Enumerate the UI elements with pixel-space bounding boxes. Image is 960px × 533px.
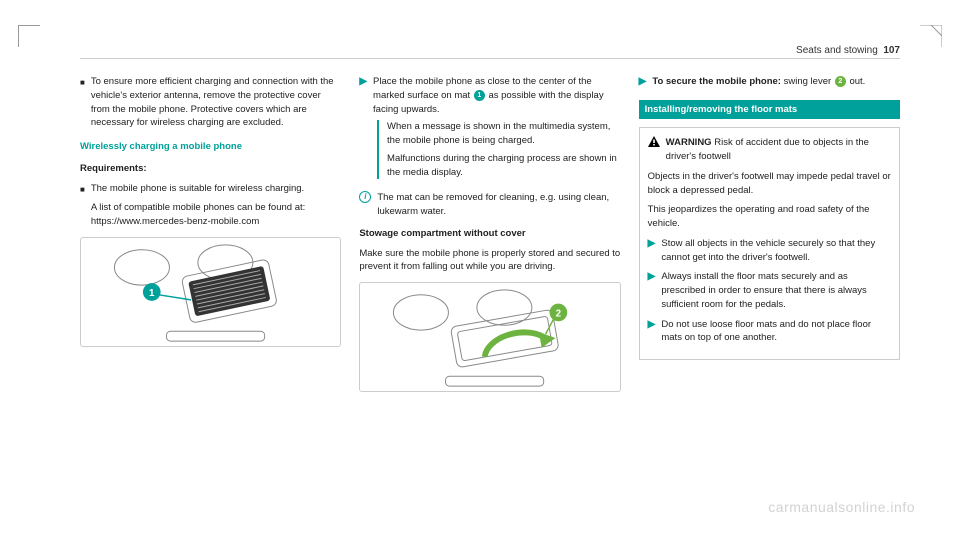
arrow-item: ▶ To secure the mobile phone: swing leve…: [639, 75, 900, 90]
svg-text:1: 1: [149, 288, 155, 299]
step-bold: To secure the mobile phone:: [652, 76, 781, 87]
arrow-icon: ▶: [648, 237, 656, 265]
bullet-text: To ensure more efficient charging and co…: [91, 75, 341, 130]
figure-charging-mat: 1: [80, 237, 341, 347]
column-2: ▶ Place the mobile phone as close to the…: [359, 75, 620, 392]
warn-bullet: Always install the floor mats securely a…: [661, 270, 891, 311]
note-body: When a message is shown in the multimedi…: [387, 120, 621, 179]
warning-p1: Objects in the driver's footwell may imp…: [648, 170, 891, 198]
arrow-body: To secure the mobile phone: swing lever …: [652, 75, 865, 90]
green-line: [377, 120, 379, 179]
req-text-1: The mobile phone is suitable for wireles…: [91, 182, 341, 196]
arrow-icon: ▶: [648, 318, 656, 346]
section-heading: Wirelessly charging a mobile phone: [80, 140, 341, 154]
sub-heading: Stowage compartment without cover: [359, 227, 620, 241]
sub-text: Make sure the mobile phone is properly s…: [359, 247, 620, 275]
column-3: ▶ To secure the mobile phone: swing leve…: [639, 75, 900, 392]
arrow-icon: ▶: [648, 270, 656, 311]
figure-stowage-lever: 2: [359, 282, 620, 392]
info-icon: i: [359, 191, 371, 203]
warn-bullet: Do not use loose floor mats and do not p…: [661, 318, 891, 346]
header-rule: [80, 58, 900, 59]
warning-header: WARNING Risk of accident due to objects …: [648, 136, 891, 164]
bullet-item: ■ The mobile phone is suitable for wirel…: [80, 182, 341, 229]
svg-text:2: 2: [556, 309, 562, 320]
note-block: When a message is shown in the multimedi…: [373, 120, 621, 179]
warning-box: WARNING Risk of accident due to objects …: [639, 127, 900, 360]
arrow-item: ▶ Stow all objects in the vehicle secure…: [648, 237, 891, 265]
warning-icon: [648, 136, 660, 147]
bullet-mark: ■: [80, 184, 85, 229]
note-text: When a message is shown in the multimedi…: [387, 120, 621, 148]
arrow-item: ▶ Place the mobile phone as close to the…: [359, 75, 620, 185]
arrow-item: ▶ Do not use loose floor mats and do not…: [648, 318, 891, 346]
arrow-body: Place the mobile phone as close to the c…: [373, 75, 621, 185]
info-item: i The mat can be removed for cleaning, e…: [359, 191, 620, 219]
watermark: carmanualsonline.info: [768, 499, 915, 515]
page-number: 107: [883, 45, 900, 56]
warn-bullet: Stow all objects in the vehicle securely…: [661, 237, 891, 265]
warning-label: WARNING: [666, 137, 712, 148]
corner-mark-left: [18, 25, 40, 47]
column-1: ■ To ensure more efficient charging and …: [80, 75, 341, 392]
step-text: swing lever: [784, 76, 832, 87]
bullet-mark: ■: [80, 77, 85, 130]
section-banner: Installing/removing the floor mats: [639, 100, 900, 120]
corner-mark-right: [920, 25, 942, 47]
arrow-item: ▶ Always install the floor mats securely…: [648, 270, 891, 311]
arrow-icon: ▶: [359, 75, 367, 185]
bullet-body: The mobile phone is suitable for wireles…: [91, 182, 341, 229]
content-columns: ■ To ensure more efficient charging and …: [80, 75, 900, 392]
req-text-2: A list of compatible mobile phones can b…: [91, 201, 341, 229]
page-header: Seats and stowing 107: [796, 45, 900, 56]
callout-1: 1: [474, 90, 485, 101]
info-text: The mat can be removed for cleaning, e.g…: [377, 191, 620, 219]
note-text: Malfunctions during the charging process…: [387, 152, 621, 180]
step-end: out.: [849, 76, 865, 87]
arrow-icon: ▶: [639, 75, 647, 90]
requirements-label: Requirements:: [80, 162, 341, 176]
section-name: Seats and stowing: [796, 45, 878, 56]
warning-title-wrap: WARNING Risk of accident due to objects …: [666, 136, 891, 164]
warning-p2: This jeopardizes the operating and road …: [648, 203, 891, 231]
bullet-item: ■ To ensure more efficient charging and …: [80, 75, 341, 130]
callout-2: 2: [835, 76, 846, 87]
